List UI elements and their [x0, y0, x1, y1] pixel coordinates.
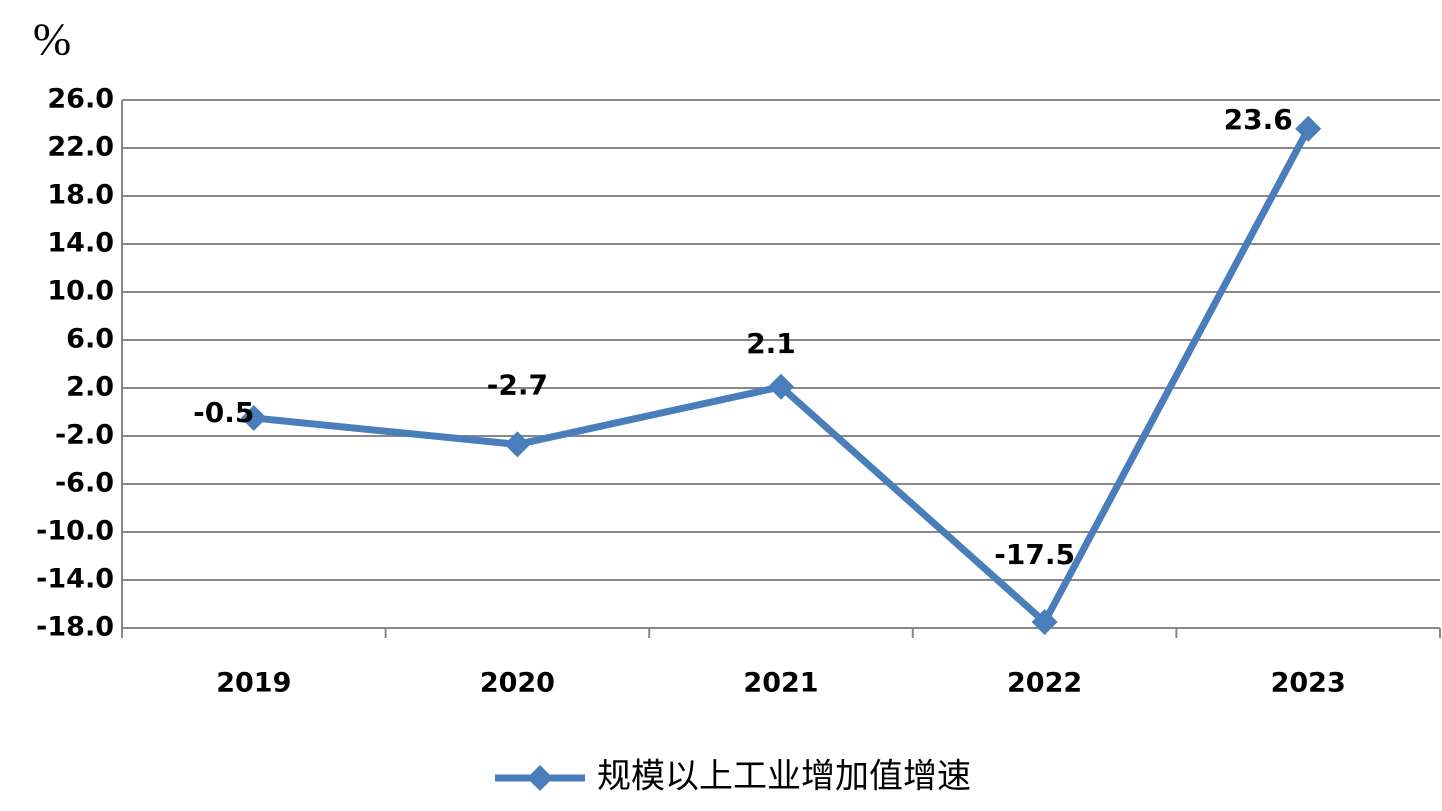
- x-tick-label: 2020: [480, 668, 555, 699]
- y-tick-label: 22.0: [47, 132, 114, 163]
- data-label: -2.7: [487, 368, 548, 401]
- x-tick-label: 2023: [1271, 668, 1346, 699]
- point-marker: [768, 373, 794, 400]
- point-marker: [240, 405, 267, 431]
- legend-marker: [527, 765, 553, 791]
- y-tick-label: -2.0: [55, 420, 114, 451]
- x-tick-label: 2021: [743, 668, 818, 699]
- point-marker: [504, 431, 531, 458]
- legend-label: 规模以上工业增加值增速: [597, 757, 971, 797]
- y-unit: %: [33, 14, 71, 65]
- point-marker: [1295, 115, 1322, 142]
- y-tick-label: 26.0: [47, 84, 114, 115]
- y-tick-label: 10.0: [47, 276, 114, 307]
- y-tick-label: -6.0: [55, 468, 114, 499]
- y-tick-label: 2.0: [66, 372, 114, 403]
- data-label: -17.5: [994, 538, 1075, 571]
- x-tick-label: 2019: [216, 668, 291, 699]
- y-tick-label: -18.0: [36, 612, 114, 643]
- data-label: 2.1: [746, 327, 796, 360]
- y-tick-label: 6.0: [66, 324, 114, 355]
- y-tick-label: 14.0: [47, 228, 114, 259]
- y-tick-label: -10.0: [36, 516, 114, 547]
- data-label: -0.5: [193, 396, 254, 429]
- point-marker: [1031, 609, 1058, 635]
- x-tick-label: 2022: [1007, 668, 1082, 699]
- y-tick-label: -14.0: [36, 564, 114, 595]
- data-label: 23.6: [1224, 103, 1293, 136]
- y-tick-label: 18.0: [47, 180, 114, 211]
